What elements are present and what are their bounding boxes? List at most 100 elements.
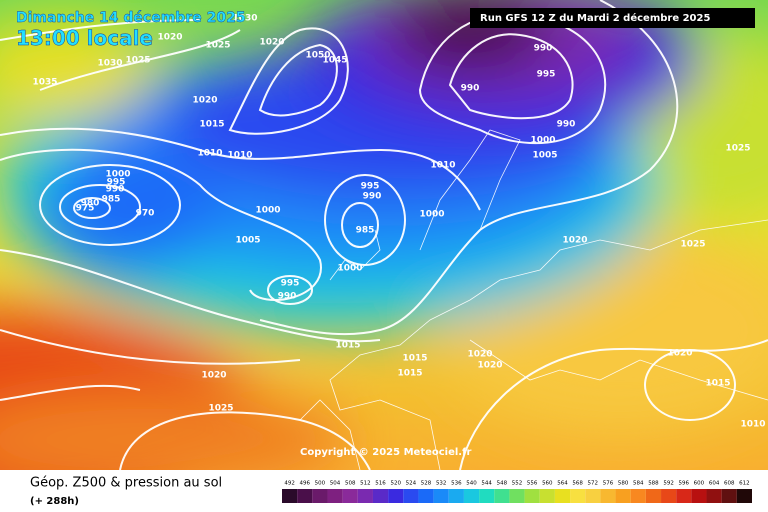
colorbar-swatch [615, 489, 631, 503]
colorbar-label: 568 [572, 481, 583, 487]
colorbar-swatch [388, 489, 404, 503]
colorbar-label: 576 [603, 481, 614, 487]
colorbar-label: 564 [557, 481, 568, 487]
colorbar-swatch [342, 489, 358, 503]
colorbar-swatch [539, 489, 555, 503]
run-info: Run GFS 12 Z du Mardi 2 décembre 2025 [480, 12, 710, 24]
colorbar-swatch [585, 489, 601, 503]
colorbar-label: 552 [512, 481, 523, 487]
forecast-date: Dimanche 14 décembre 2025 [16, 10, 246, 26]
isobar-label: 1025 [725, 144, 750, 154]
isobar-label: 1010 [740, 420, 765, 430]
colorbar-label: 520 [390, 481, 401, 487]
colorbar-swatch [661, 489, 677, 503]
colorbar-label: 500 [315, 481, 326, 487]
colorbar-label: 508 [345, 481, 356, 487]
colorbar-label: 600 [694, 481, 705, 487]
colorbar-swatch [448, 489, 464, 503]
isobar-label: 1025 [680, 240, 705, 250]
isobar-label: 990 [534, 44, 553, 54]
isobar-label: 990 [461, 84, 480, 94]
isobar-label: 1010 [227, 151, 252, 161]
isobar-label: 1025 [205, 41, 230, 51]
colorbar-label: 532 [436, 481, 447, 487]
isobar-label: 995 [537, 70, 556, 80]
lead-time: (+ 288h) [30, 496, 79, 507]
colorbar-swatch [524, 489, 540, 503]
colorbar-label: 592 [663, 481, 674, 487]
colorbar-label: 528 [421, 481, 432, 487]
colorbar-label: 548 [497, 481, 508, 487]
colorbar-label: 560 [542, 481, 553, 487]
colorbar-label: 604 [709, 481, 720, 487]
colorbar-label: 608 [724, 481, 735, 487]
colorbar-label: 572 [588, 481, 599, 487]
colorbar-swatch [630, 489, 646, 503]
colorbar-swatch [736, 489, 752, 503]
colorbar-label: 492 [284, 481, 295, 487]
colorbar-swatch [676, 489, 692, 503]
isobar-label: 1020 [667, 349, 692, 359]
colorbar-label: 496 [299, 481, 310, 487]
colorbar-swatch [372, 489, 389, 503]
isobar-label: 1015 [705, 379, 730, 389]
colorbar-swatch [570, 489, 586, 503]
colorbar-swatch [494, 489, 510, 503]
colorbar-swatch [645, 489, 662, 503]
colorbar-swatch [463, 489, 480, 503]
isobar-label: 1005 [532, 151, 557, 161]
colorbar-swatch [282, 489, 298, 503]
isobar-label: 1015 [335, 341, 360, 351]
colorbar-swatch [418, 489, 434, 503]
colorbar-swatch [312, 489, 328, 503]
colorbar: 492 496 500 504 508 512 516 520 524 528 532 536 540 5… [282, 481, 752, 503]
isobar-label: 1000 [530, 136, 555, 146]
colorbar-swatch [554, 489, 571, 503]
isobar-label: 1045 [322, 56, 347, 66]
colorbar-swatch [357, 489, 373, 503]
isobar-label: 1000 [255, 206, 280, 216]
isobar-label: 1015 [199, 120, 224, 130]
colorbar-swatch [691, 489, 707, 503]
forecast-time: 13:00 locale [16, 26, 153, 50]
colorbar-label: 540 [466, 481, 477, 487]
isobar-label: 1020 [192, 96, 217, 106]
isobar-label: 975 [76, 204, 95, 214]
isobar-label: 990 [278, 292, 297, 302]
colorbar-swatch [403, 489, 419, 503]
colorbar-swatch [721, 489, 737, 503]
colorbar-swatch [706, 489, 722, 503]
colorbar-swatch [600, 489, 616, 503]
colorbar-label: 584 [633, 481, 644, 487]
colorbar-label: 536 [451, 481, 462, 487]
isobar-label: 995 [281, 279, 300, 289]
isobar-label: 1030 [232, 14, 257, 24]
isobar-label: 1025 [208, 404, 233, 414]
copyright: Copyright © 2025 Meteociel.fr [300, 447, 471, 458]
colorbar-label: 588 [648, 481, 659, 487]
isobar-label: 1000 [419, 210, 444, 220]
isobar-label: 1020 [157, 33, 182, 43]
colorbar-label: 512 [360, 481, 371, 487]
isobar-label: 1015 [402, 354, 427, 364]
isobar-label: 985 [356, 226, 375, 236]
isobar-label: 1025 [125, 56, 150, 66]
isobar-label: 1000 [105, 170, 130, 180]
colorbar-label: 596 [679, 481, 690, 487]
isobar-label: 1020 [201, 371, 226, 381]
colorbar-swatch [297, 489, 313, 503]
isobar-label: 990 [557, 120, 576, 130]
colorbar-label: 524 [406, 481, 417, 487]
colorbar-swatch [509, 489, 525, 503]
isobar-label: 1010 [197, 149, 222, 159]
isobar-label: 980 [81, 199, 100, 209]
isobar-label: 1010 [430, 161, 455, 171]
isobar-label: 995 [107, 178, 126, 188]
colorbar-swatch [433, 489, 449, 503]
isobar-label: 1005 [235, 236, 260, 246]
isobar-label: 1000 [337, 264, 362, 274]
colorbar-label: 504 [330, 481, 341, 487]
